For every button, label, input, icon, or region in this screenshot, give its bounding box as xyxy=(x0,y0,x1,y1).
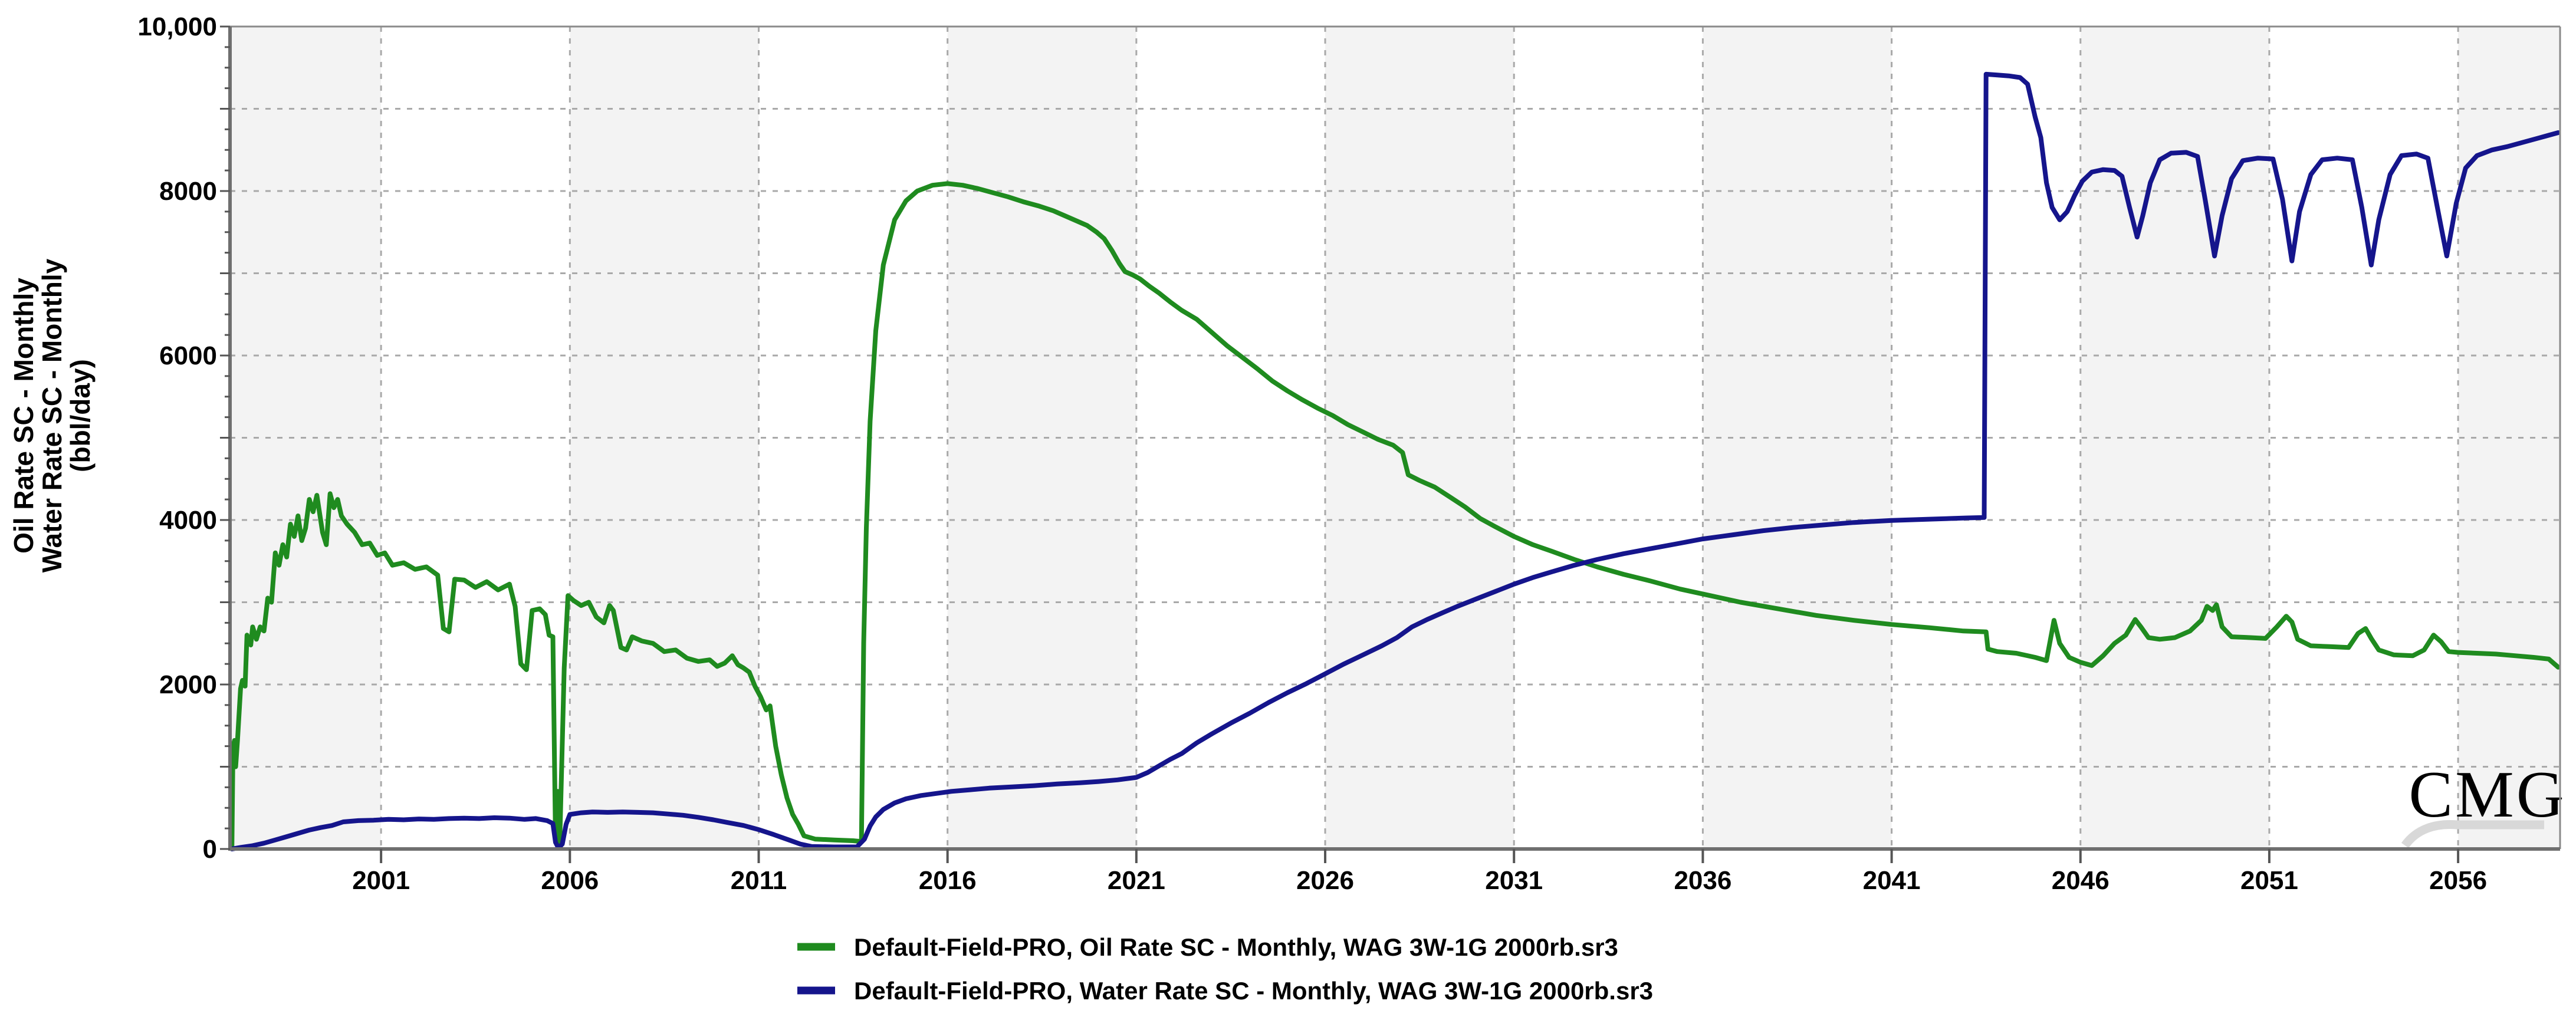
x-tick-label: 2051 xyxy=(2240,866,2298,895)
y-tick-label: 10,000 xyxy=(137,12,217,41)
y-axis-title: Oil Rate SC - Monthly Water Rate SC - Mo… xyxy=(8,258,96,572)
cmg-watermark: CMG xyxy=(2401,758,2566,848)
y-tick-label: 6000 xyxy=(159,341,217,370)
y-tick-label: 2000 xyxy=(159,670,217,699)
x-tick-label: 2021 xyxy=(1108,866,1165,895)
x-tick-label: 2031 xyxy=(1485,866,1543,895)
y-tick-label: 4000 xyxy=(159,506,217,535)
axis-tick-labels: 2001 2006 2011 2016 2021 2026 2031 2036 2041 2046… xyxy=(137,12,2487,895)
y-axis-title-line-2: Water Rate SC - Monthly xyxy=(37,258,67,572)
legend: Default-Field-PRO, Oil Rate SC - Monthly… xyxy=(797,933,1653,1005)
y-tick-label: 0 xyxy=(203,835,217,864)
y-axis-title-line-3: (bbl/day) xyxy=(65,359,96,472)
cmg-watermark-text: CMG xyxy=(2409,758,2566,831)
oil-rate-series-line[interactable] xyxy=(229,181,2561,851)
gridlines xyxy=(230,27,2560,849)
legend-label-water: Default-Field-PRO, Water Rate SC - Month… xyxy=(854,977,1653,1005)
x-tick-label: 2036 xyxy=(1674,866,1731,895)
legend-label-oil: Default-Field-PRO, Oil Rate SC - Monthly… xyxy=(854,933,1618,961)
legend-item-water-rate[interactable]: Default-Field-PRO, Water Rate SC - Month… xyxy=(797,977,1653,1005)
x-tick-label: 2016 xyxy=(919,866,977,895)
x-tick-label: 2011 xyxy=(731,866,787,895)
x-tick-label: 2001 xyxy=(352,866,410,895)
cmg-watermark-swoosh xyxy=(2401,820,2544,848)
x-tick-label: 2056 xyxy=(2429,866,2487,895)
y-axis-title-line-1: Oil Rate SC - Monthly xyxy=(8,278,39,554)
x-tick-label: 2026 xyxy=(1296,866,1354,895)
plot-bands xyxy=(230,27,2560,849)
legend-item-oil-rate[interactable]: Default-Field-PRO, Oil Rate SC - Monthly… xyxy=(797,933,1618,961)
x-tick-label: 2006 xyxy=(541,866,599,895)
axes-frame xyxy=(220,25,2561,863)
x-tick-label: 2041 xyxy=(1863,866,1921,895)
x-tick-label: 2046 xyxy=(2052,866,2110,895)
y-tick-label: 8000 xyxy=(159,177,217,206)
